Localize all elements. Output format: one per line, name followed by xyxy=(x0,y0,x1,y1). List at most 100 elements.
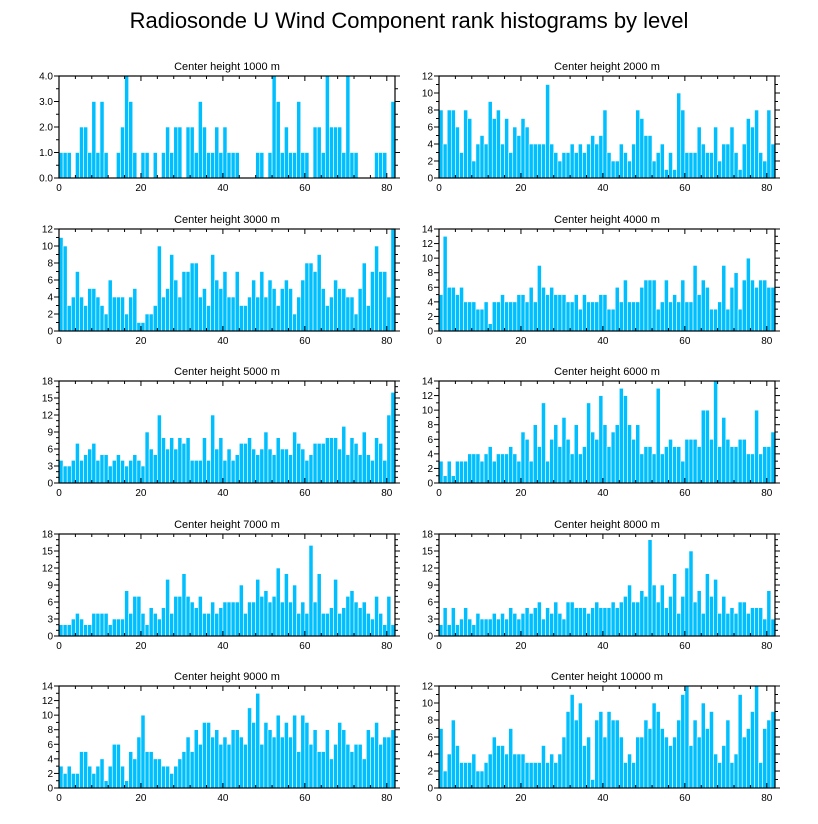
bar xyxy=(366,454,371,484)
bar xyxy=(206,305,211,332)
bar xyxy=(479,770,485,789)
bar xyxy=(573,607,579,637)
bar xyxy=(337,613,343,637)
bar xyxy=(766,109,772,179)
bar xyxy=(337,288,343,332)
bar xyxy=(263,431,269,484)
bar xyxy=(623,279,628,332)
bar xyxy=(288,454,293,484)
bar xyxy=(520,753,526,789)
bar xyxy=(58,152,64,179)
bar xyxy=(586,736,591,789)
bar xyxy=(382,460,388,484)
bar xyxy=(754,607,759,637)
bar xyxy=(353,601,359,637)
bar xyxy=(128,101,134,179)
bar xyxy=(635,736,641,789)
bar xyxy=(218,607,224,637)
bar xyxy=(578,607,583,637)
bar xyxy=(594,601,600,637)
bar xyxy=(111,618,117,637)
bar xyxy=(627,584,632,637)
bar xyxy=(590,779,596,789)
bar xyxy=(210,414,216,484)
bar xyxy=(251,601,256,637)
bar xyxy=(152,613,158,637)
bar xyxy=(483,143,489,179)
bar xyxy=(471,160,477,179)
bar xyxy=(750,453,755,484)
bar xyxy=(614,160,620,179)
y-tick-label: 0 xyxy=(427,784,433,795)
bar xyxy=(292,431,297,484)
panel-7: Center height 8000 m 0 20 40 60 80 0 3 6 9 12 15 18 xyxy=(422,519,780,652)
bar xyxy=(157,758,162,789)
bar xyxy=(95,152,101,179)
bar xyxy=(729,607,735,637)
x-tick-label: 80 xyxy=(381,183,393,194)
y-tick-label: 4.0 xyxy=(39,72,53,83)
bar xyxy=(463,109,468,179)
bar xyxy=(275,567,281,637)
bar xyxy=(647,539,653,637)
bar xyxy=(516,135,522,179)
bar xyxy=(173,279,179,332)
bar xyxy=(590,301,596,332)
bar xyxy=(450,286,456,332)
bar xyxy=(676,719,682,789)
bar xyxy=(70,618,76,637)
bar xyxy=(124,465,129,484)
bar xyxy=(676,613,682,637)
bar xyxy=(361,601,367,637)
bar xyxy=(128,460,134,484)
bar xyxy=(688,152,694,179)
bar xyxy=(116,618,121,637)
bar xyxy=(573,719,579,789)
y-tick-label: 2 xyxy=(427,312,433,323)
bar xyxy=(717,301,723,332)
bar xyxy=(185,271,191,332)
x-tick-label: 20 xyxy=(135,183,147,194)
bar xyxy=(361,431,367,484)
bar xyxy=(79,296,84,332)
bar xyxy=(275,305,281,332)
bar xyxy=(292,714,297,789)
bar xyxy=(202,613,207,637)
bar xyxy=(504,453,509,484)
bar xyxy=(251,279,256,332)
bar xyxy=(549,753,555,789)
bar xyxy=(214,448,220,484)
bar xyxy=(333,279,338,332)
bar xyxy=(185,596,191,637)
bar xyxy=(598,135,604,179)
bar xyxy=(614,424,620,484)
bar xyxy=(238,584,244,637)
bar xyxy=(66,624,72,637)
bar xyxy=(467,118,473,179)
bar xyxy=(62,465,68,484)
bar xyxy=(446,624,452,637)
bar xyxy=(623,152,628,179)
bar xyxy=(766,590,772,637)
bar xyxy=(341,288,347,332)
bar xyxy=(721,143,727,179)
bar xyxy=(754,109,759,179)
bar xyxy=(545,294,550,332)
bar xyxy=(320,288,326,332)
bar xyxy=(746,257,751,332)
bar xyxy=(91,613,97,637)
y-tick-label: 2.0 xyxy=(39,123,53,134)
bar xyxy=(353,743,359,789)
bar xyxy=(271,288,277,332)
bar xyxy=(565,601,571,637)
bar xyxy=(284,722,289,789)
bar xyxy=(284,448,289,484)
bar xyxy=(700,279,706,332)
y-tick-label: 2 xyxy=(427,157,433,168)
bar xyxy=(537,265,542,332)
bar xyxy=(455,460,460,484)
bar xyxy=(717,160,723,179)
bar xyxy=(471,753,477,789)
bar xyxy=(234,152,240,179)
